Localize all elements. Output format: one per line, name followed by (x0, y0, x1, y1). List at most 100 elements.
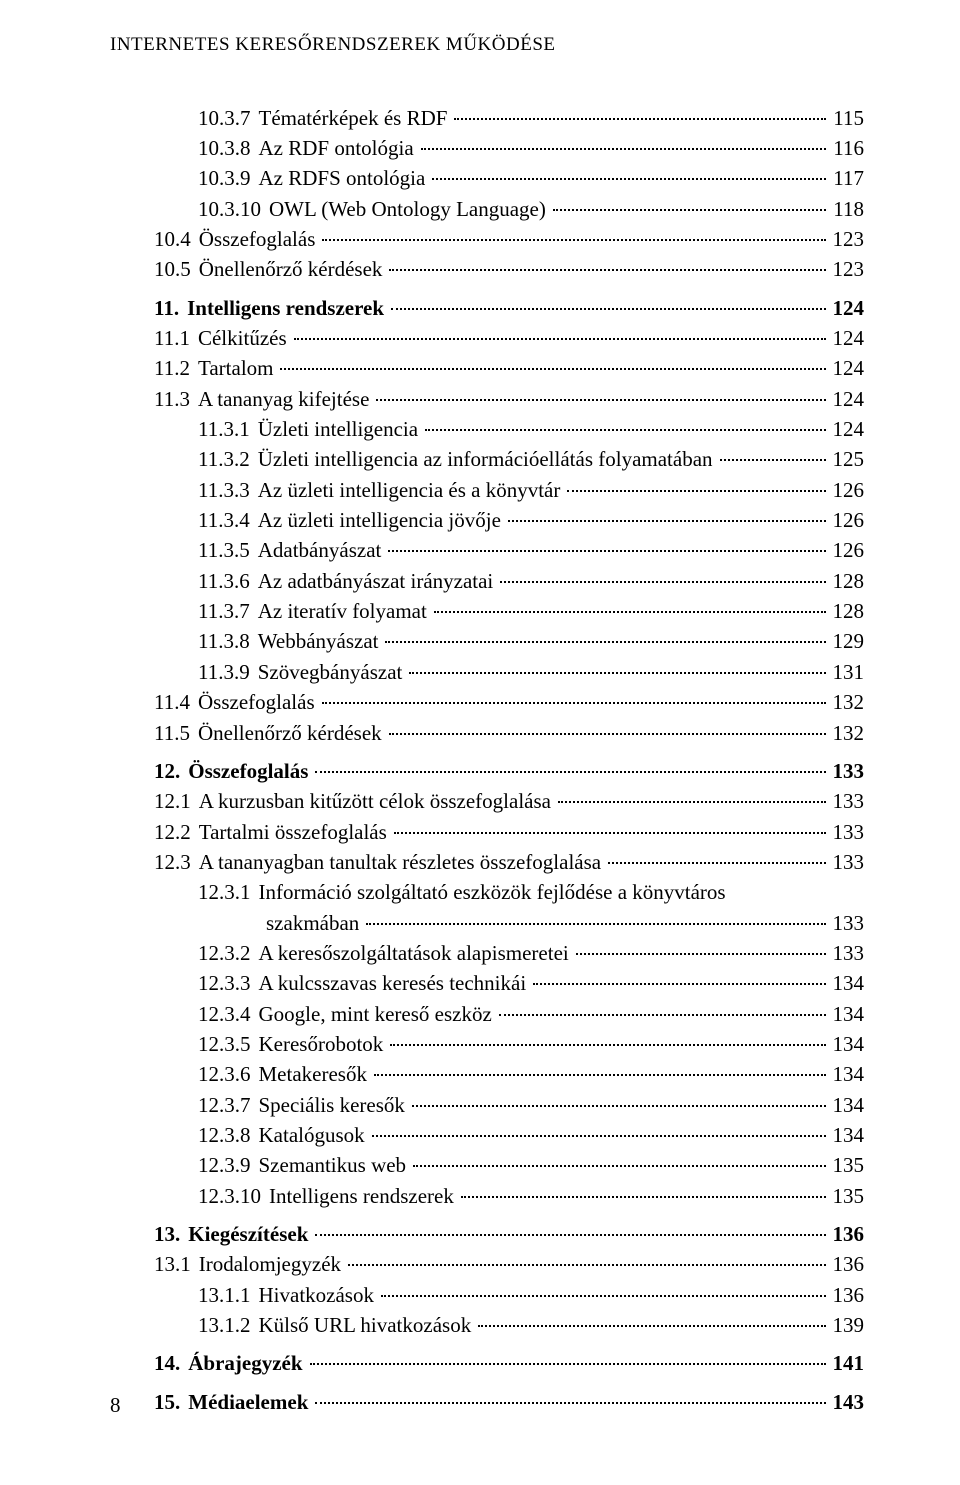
toc-entry-title: Az üzleti intelligencia jövője (258, 506, 505, 534)
toc-entry-number: 10.3.9 (198, 164, 259, 192)
toc-entry-page: 128 (829, 597, 865, 625)
toc-entry-page: 134 (829, 1091, 865, 1119)
toc-entry-title: Speciális keresők (259, 1091, 409, 1119)
toc-entry-number: 12.3.10 (198, 1182, 269, 1210)
toc-entry: 12.1A kurzusban kitűzött célok összefogl… (110, 787, 864, 815)
toc-entry-title: Irodalomjegyzék (199, 1250, 345, 1278)
toc-entry-title: Önellenőrző kérdések (199, 255, 387, 283)
toc-entry-title: Hivatkozások (259, 1281, 378, 1309)
toc-entry: 12.3.1Információ szolgáltató eszközök fe… (110, 878, 864, 906)
toc-leader (374, 1074, 826, 1076)
toc-entry-number: 13.1.1 (198, 1281, 259, 1309)
toc-entry-number: 12.3.6 (198, 1060, 259, 1088)
toc-leader (348, 1264, 825, 1266)
toc-entry-number: 10.3.8 (198, 134, 259, 162)
toc-entry: 12.3.3A kulcsszavas keresés technikái134 (110, 969, 864, 997)
toc-entry-number: 11.3 (154, 385, 198, 413)
toc-entry-number: 11.3.2 (198, 445, 258, 473)
toc-entry-title: Tartalom (198, 354, 278, 382)
toc-entry: 13.1Irodalomjegyzék 136 (110, 1250, 864, 1278)
toc-entry-number: 13.1 (154, 1250, 199, 1278)
toc-entry-number: 12.3.5 (198, 1030, 259, 1058)
toc-entry: 12.3.5Keresőrobotok134 (110, 1030, 864, 1058)
toc-leader (432, 178, 826, 180)
toc-entry: 11.3.8Webbányászat129 (110, 627, 864, 655)
toc-entry-page: 123 (829, 255, 865, 283)
toc-leader (381, 1295, 826, 1297)
toc-entry-page: 124 (829, 354, 865, 382)
toc-leader (409, 672, 825, 674)
toc-entry-title: Katalógusok (259, 1121, 369, 1149)
toc-leader (461, 1196, 826, 1198)
document-page: INTERNETES KERESŐRENDSZEREK MŰKÖDÉSE 10.… (0, 0, 960, 1485)
toc-entry: 11.3.4Az üzleti intelligencia jövője126 (110, 506, 864, 534)
toc-entry: 11.3.7Az iteratív folyamat 128 (110, 597, 864, 625)
toc-leader (499, 1014, 826, 1016)
toc-entry-title: Célkitűzés (198, 324, 291, 352)
toc-entry-number: 12. (154, 757, 188, 785)
toc-entry-title: Az üzleti intelligencia és a könyvtár (258, 476, 565, 504)
toc-entry-number: 11.3.7 (198, 597, 258, 625)
toc-entry-page: 125 (829, 445, 865, 473)
toc-entry: 12.3.2A keresőszolgáltatások alapismeret… (110, 939, 864, 967)
toc-entry-page: 124 (829, 415, 865, 443)
toc-entry-title: Szemantikus web (259, 1151, 411, 1179)
toc-entry-number: 11.3.8 (198, 627, 258, 655)
toc-entry-number: 11.3.1 (198, 415, 258, 443)
toc-entry-number: 12.3.8 (198, 1121, 259, 1149)
toc-entry-page: 126 (829, 476, 865, 504)
toc-entry-number: 12.3.1 (198, 878, 259, 906)
toc-entry: 11.3.2Üzleti intelligencia az információ… (110, 445, 864, 473)
toc-entry: 10.3.8Az RDF ontológia116 (110, 134, 864, 162)
toc-entry-title: Összefoglalás (188, 757, 312, 785)
toc-entry-page: 134 (829, 1121, 865, 1149)
toc-entry-page: 133 (829, 757, 865, 785)
toc-leader (376, 399, 825, 401)
toc-entry: 13.1.1Hivatkozások136 (110, 1281, 864, 1309)
toc-entry-number: 12.2 (154, 818, 199, 846)
toc-entry-page: 133 (829, 909, 865, 937)
toc-leader (500, 581, 825, 583)
toc-entry: 12.3.9Szemantikus web135 (110, 1151, 864, 1179)
toc-entry-title: Összefoglalás (198, 688, 319, 716)
toc-entry-title: Tématérképek és RDF (259, 104, 452, 132)
toc-entry-title: Ábrajegyzék (188, 1349, 306, 1377)
toc-entry-number: 12.3.3 (198, 969, 259, 997)
toc-entry-number: 12.3.9 (198, 1151, 259, 1179)
toc-entry-title: Az iteratív folyamat (258, 597, 431, 625)
toc-entry-number: 12.1 (154, 787, 199, 815)
toc-entry: 11.3.1Üzleti intelligencia124 (110, 415, 864, 443)
toc-entry: 11.3.3Az üzleti intelligencia és a könyv… (110, 476, 864, 504)
toc-entry-number: 12.3.2 (198, 939, 259, 967)
toc-entry-number: 14. (154, 1349, 188, 1377)
toc-entry-title: Webbányászat (258, 627, 383, 655)
toc-leader (390, 1044, 825, 1046)
toc-entry: 11.3.9Szövegbányászat131 (110, 658, 864, 686)
toc-entry: 11.3.6Az adatbányászat irányzatai128 (110, 567, 864, 595)
toc-entry-number: 11.2 (154, 354, 198, 382)
toc-entry: 11.3.5Adatbányászat126 (110, 536, 864, 564)
toc-entry-page: 126 (829, 506, 865, 534)
toc-entry-number: 13. (154, 1220, 188, 1248)
toc-entry-number: 15. (154, 1388, 188, 1416)
toc-entry-page: 133 (829, 787, 865, 815)
toc-entry: 10.3.10OWL (Web Ontology Language)118 (110, 195, 864, 223)
toc-entry-page: 136 (829, 1250, 865, 1278)
toc-entry-title: Intelligens rendszerek (187, 294, 388, 322)
toc-leader (421, 148, 827, 150)
toc-entry-title: Önellenőrző kérdések (198, 719, 386, 747)
toc-entry-number: 10.4 (154, 225, 199, 253)
toc-entry-title: Adatbányászat (258, 536, 386, 564)
toc-entry-title: szakmában (266, 909, 363, 937)
toc-entry-title: Szövegbányászat (258, 658, 407, 686)
toc-entry-page: 133 (829, 818, 865, 846)
toc-entry: 12.3.4Google, mint kereső eszköz134 (110, 1000, 864, 1028)
running-header: INTERNETES KERESŐRENDSZEREK MŰKÖDÉSE (110, 32, 864, 58)
toc-entry: 12.3.8Katalógusok 134 (110, 1121, 864, 1149)
toc-entry-page: 133 (829, 939, 865, 967)
toc-entry-title: Médiaelemek (188, 1388, 312, 1416)
toc-entry-number: 10.3.7 (198, 104, 259, 132)
toc-entry-title: Keresőrobotok (259, 1030, 388, 1058)
toc-entry-page: 134 (829, 1000, 865, 1028)
toc-entry-number: 11.3.5 (198, 536, 258, 564)
